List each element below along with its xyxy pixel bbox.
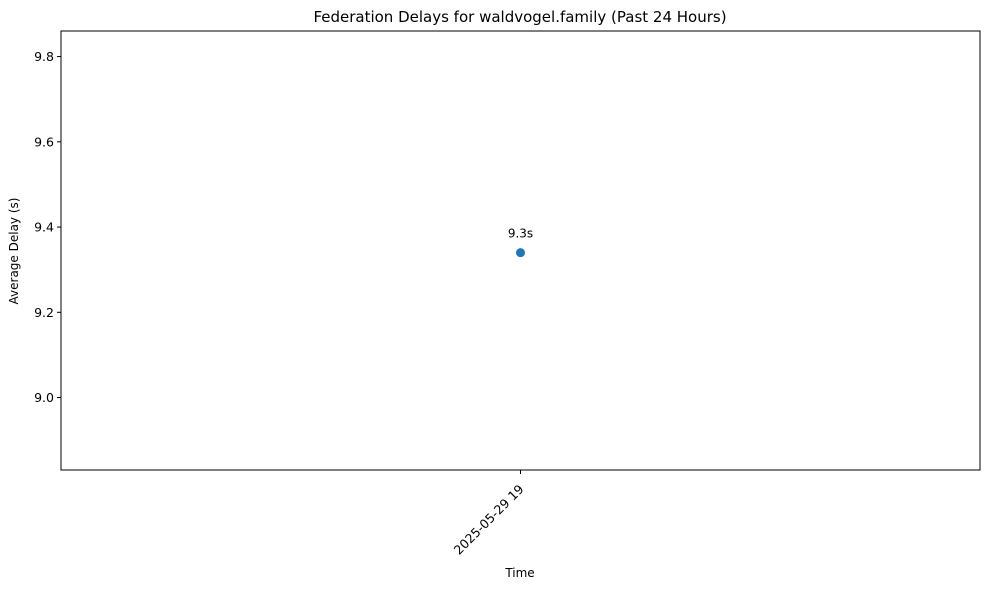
y-tick-label: 9.2 [34, 305, 54, 320]
data-point [516, 248, 525, 258]
y-axis-ticks: 9.0 9.2 9.4 9.6 9.8 [34, 49, 61, 405]
plot-area-frame [60, 30, 981, 471]
y-tick-label: 9.8 [34, 49, 54, 64]
y-tick-label: 9.6 [34, 134, 54, 149]
data-point-label: 9.3s [508, 227, 533, 241]
y-tick-label: 9.4 [34, 220, 54, 235]
data-points: 9.3s [508, 227, 533, 258]
y-tick-label: 9.0 [34, 390, 54, 405]
y-axis-label: Average Delay (s) [7, 198, 21, 305]
chart-title: Federation Delays for waldvogel.family (… [313, 8, 726, 26]
x-axis-label: Time [504, 566, 534, 580]
